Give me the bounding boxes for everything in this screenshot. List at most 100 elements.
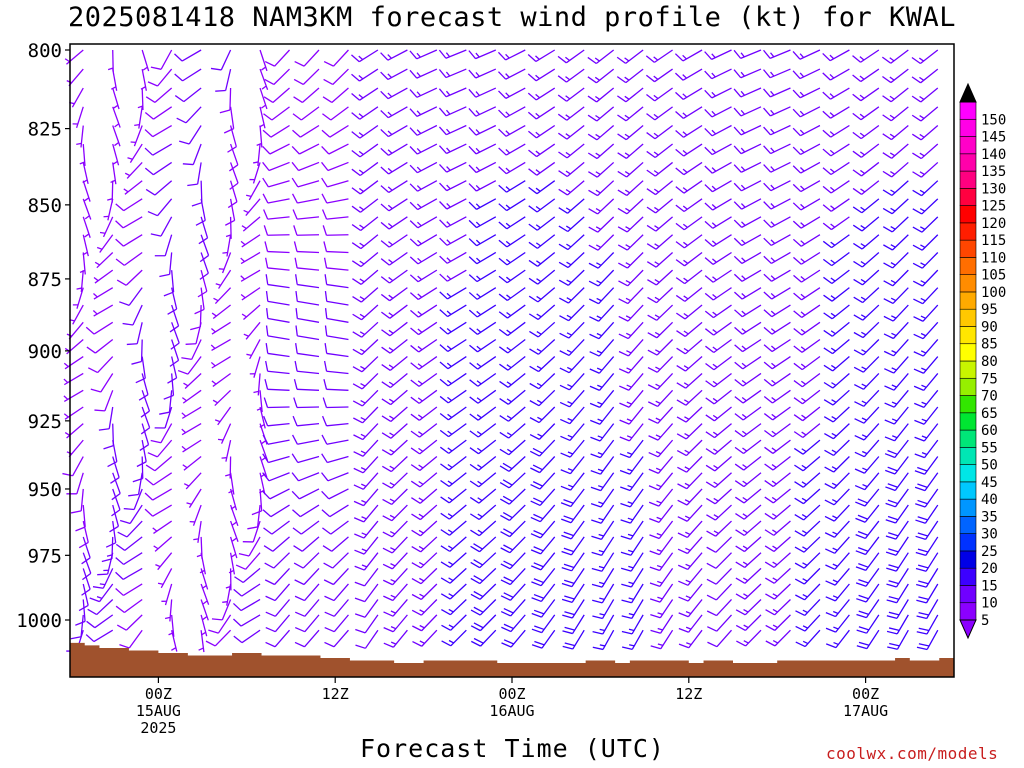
wind-barb bbox=[498, 269, 526, 284]
wind-barb bbox=[825, 552, 850, 570]
wind-barb bbox=[111, 488, 121, 517]
wind-barb bbox=[218, 252, 232, 274]
wind-barb bbox=[734, 372, 762, 387]
wind-barb bbox=[559, 304, 585, 322]
x-tick-label: 00Z bbox=[852, 685, 879, 703]
wind-barb bbox=[883, 234, 909, 251]
wind-barb bbox=[410, 423, 438, 438]
wind-barb bbox=[588, 161, 615, 178]
wind-barb bbox=[438, 106, 467, 117]
wind-barb bbox=[115, 567, 143, 580]
wind-barb bbox=[617, 125, 644, 141]
wind-barb bbox=[882, 198, 909, 215]
wind-barb bbox=[498, 124, 526, 137]
wind-barb bbox=[211, 304, 231, 320]
wind-barb bbox=[410, 304, 438, 318]
wind-barb bbox=[470, 583, 497, 600]
wind-barb bbox=[321, 472, 349, 482]
wind-barb bbox=[222, 234, 232, 257]
wind-barb bbox=[914, 423, 939, 442]
wind-barb bbox=[468, 124, 497, 136]
wind-barb bbox=[885, 504, 909, 524]
wind-barb bbox=[704, 180, 732, 193]
wind-barb bbox=[170, 322, 180, 350]
colorbar-label: 110 bbox=[981, 250, 1006, 266]
wind-barb bbox=[558, 198, 585, 214]
wind-barb bbox=[646, 161, 673, 177]
wind-barb bbox=[913, 373, 939, 391]
wind-barb bbox=[144, 106, 173, 120]
wind-barb bbox=[116, 269, 143, 286]
wind-barb bbox=[678, 614, 703, 633]
x-tick-label: 2025 bbox=[140, 719, 176, 737]
wind-barb bbox=[706, 567, 732, 585]
colorbar-cell bbox=[959, 101, 977, 120]
wind-barb bbox=[294, 257, 320, 271]
wind-barb bbox=[107, 180, 114, 203]
wind-barb bbox=[646, 216, 674, 232]
wind-barb bbox=[561, 583, 585, 604]
wind-barb bbox=[794, 504, 821, 521]
wind-barb bbox=[735, 504, 762, 520]
wind-barb bbox=[587, 68, 615, 84]
colorbar-label: 10 bbox=[981, 596, 998, 612]
wind-barb bbox=[127, 143, 143, 163]
wind-barb bbox=[704, 87, 732, 99]
wind-barb bbox=[704, 124, 732, 137]
wind-barb bbox=[618, 356, 644, 374]
wind-barb bbox=[246, 180, 261, 201]
wind-barb bbox=[263, 397, 290, 409]
colorbar-cell bbox=[959, 291, 977, 310]
wind-barb bbox=[763, 372, 791, 387]
wind-barb bbox=[259, 87, 268, 110]
wind-barb bbox=[855, 552, 880, 572]
wind-barb bbox=[677, 504, 703, 522]
wind-barb bbox=[589, 339, 615, 357]
wind-barb bbox=[499, 488, 526, 505]
wind-barb bbox=[647, 269, 674, 286]
wind-barb bbox=[468, 106, 497, 117]
colorbar-label: 145 bbox=[981, 130, 1006, 146]
wind-barb bbox=[470, 520, 497, 537]
colorbar-label: 30 bbox=[981, 527, 998, 543]
wind-barb bbox=[439, 287, 467, 300]
wind-barb bbox=[383, 629, 408, 648]
wind-barb bbox=[650, 614, 674, 634]
wind-barb bbox=[764, 567, 791, 584]
wind-barb bbox=[264, 567, 291, 586]
wind-barb bbox=[678, 599, 703, 618]
wind-barb bbox=[354, 536, 379, 555]
wind-barb bbox=[558, 234, 585, 251]
wind-barb bbox=[498, 106, 526, 118]
y-axis: 800 825 850 875 900 925 950 975 1000 bbox=[16, 40, 70, 632]
wind-barb bbox=[882, 161, 909, 178]
wind-barb bbox=[353, 472, 379, 490]
wind-barb bbox=[587, 106, 615, 122]
wind-barb bbox=[163, 270, 175, 297]
wind-barb bbox=[677, 552, 703, 571]
wind-barb bbox=[763, 321, 791, 335]
wind-barb bbox=[706, 552, 732, 569]
wind-barb bbox=[181, 389, 202, 404]
wind-barb bbox=[733, 87, 762, 98]
wind-barb bbox=[381, 338, 408, 354]
wind-barb bbox=[241, 216, 261, 232]
wind-barb bbox=[321, 209, 349, 220]
wind-barb bbox=[795, 583, 821, 601]
wind-barb bbox=[560, 406, 585, 425]
wind-barb bbox=[322, 225, 349, 236]
wind-barb bbox=[765, 614, 791, 631]
wind-barb bbox=[764, 472, 791, 488]
wind-barb bbox=[382, 552, 408, 570]
wind-barb bbox=[498, 338, 526, 354]
wind-barb bbox=[295, 308, 320, 323]
wind-barb bbox=[648, 406, 674, 424]
wind-barb bbox=[294, 614, 320, 633]
wind-barb bbox=[500, 599, 526, 617]
wind-barb bbox=[123, 180, 143, 195]
wind-barb bbox=[530, 472, 556, 490]
wind-barb bbox=[852, 106, 880, 121]
wind-barb bbox=[64, 423, 84, 439]
wind-barb bbox=[823, 372, 850, 389]
wind-barb bbox=[916, 614, 939, 635]
